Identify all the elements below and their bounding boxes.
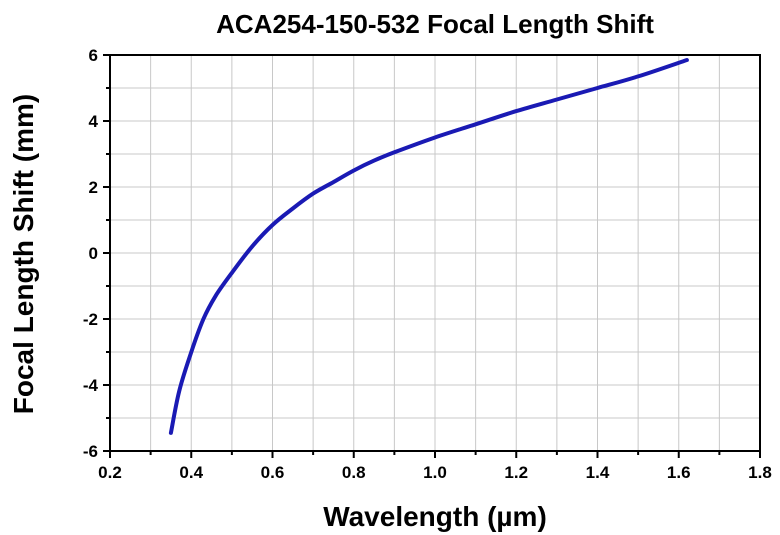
x-tick-label: 1.6 [667, 463, 691, 482]
x-tick-label: 1.2 [504, 463, 528, 482]
chart-title: ACA254-150-532 Focal Length Shift [216, 9, 654, 39]
y-tick-label: 0 [89, 244, 98, 263]
x-axis-label: Wavelength (µm) [323, 501, 547, 532]
y-tick-label: -4 [83, 376, 99, 395]
x-tick-label: 1.4 [586, 463, 610, 482]
y-axis-label: Focal Length Shift (mm) [8, 94, 39, 414]
series-line [168, 58, 689, 435]
x-tick-label: 0.2 [98, 463, 122, 482]
grid-lines [110, 55, 760, 451]
x-tick-label: 1.0 [423, 463, 447, 482]
x-axis-ticks: 0.2 0.4 0.6 0.8 1.0 1.2 1.4 1.6 1.8 [98, 451, 772, 482]
y-tick-label: 2 [89, 178, 98, 197]
x-tick-label: 1.8 [748, 463, 772, 482]
x-tick-label: 0.4 [179, 463, 203, 482]
y-axis-ticks: -6 -4 -2 0 2 4 6 [83, 46, 110, 461]
y-tick-label: -6 [83, 442, 98, 461]
y-tick-label: -2 [83, 310, 98, 329]
x-tick-label: 0.6 [261, 463, 285, 482]
y-tick-label: 6 [89, 46, 98, 65]
x-tick-label: 0.8 [342, 463, 366, 482]
y-tick-label: 4 [89, 112, 99, 131]
